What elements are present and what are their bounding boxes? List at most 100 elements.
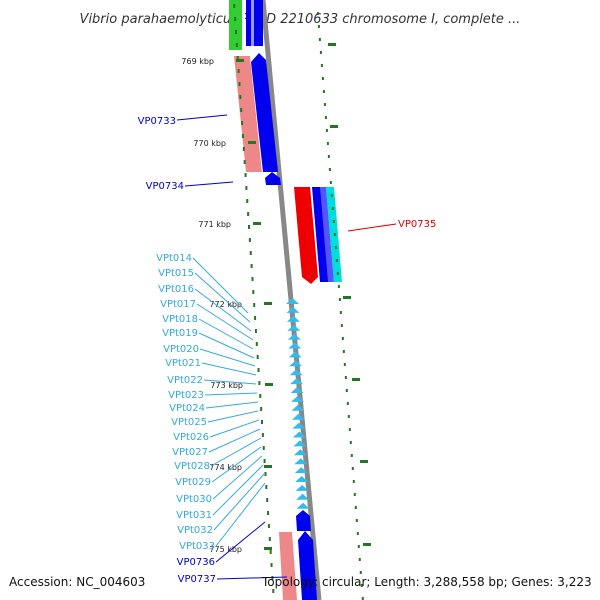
ruler-tick-dot <box>262 446 265 450</box>
ruler-tick-dot <box>350 454 353 457</box>
ruler-tick-dot <box>335 259 338 262</box>
ruler-tick-dot <box>323 103 326 106</box>
ruler-tick-dot <box>336 272 339 275</box>
ruler-tick-dot <box>271 576 274 580</box>
ruler-tick-dot <box>345 389 348 392</box>
gene-leader-line <box>208 428 261 453</box>
ruler-tick-dot <box>254 316 257 320</box>
ruler-tick-dot <box>233 4 236 8</box>
trna-marker <box>291 413 305 420</box>
ruler-tick-dot <box>320 64 323 67</box>
ruler-tick-dot <box>339 311 342 314</box>
ruler-major-tick <box>328 43 336 46</box>
ruler-tick-dot <box>248 225 250 229</box>
ruler-label: 775 kbp <box>209 545 242 554</box>
ruler-tick-dot <box>260 407 263 411</box>
gene-label: VPt020 <box>163 344 199 355</box>
trna-marker <box>289 360 303 367</box>
gene-leader-line <box>198 318 254 350</box>
ruler-tick-dot <box>361 597 364 600</box>
gene-label: VP0734 <box>146 181 184 192</box>
ruler-tick-dot <box>329 181 332 184</box>
gene-label: VPt031 <box>176 510 212 521</box>
ruler-tick-dot <box>243 160 246 164</box>
ruler-label: 772 kbp <box>209 300 242 309</box>
ruler-label: 770 kbp <box>193 139 226 148</box>
ruler-tick-dot <box>354 506 357 509</box>
gene-label: VPt015 <box>158 268 194 279</box>
ruler-tick-dot <box>344 376 347 379</box>
ruler-tick-dot <box>324 116 327 119</box>
gene-leader-line <box>198 332 255 359</box>
ruler-tick-dot <box>321 77 324 80</box>
gene-label: VPt014 <box>156 253 192 264</box>
gene-leader-line <box>347 223 397 232</box>
gene-label: VPt029 <box>175 477 211 488</box>
trna-marker <box>288 351 302 358</box>
ruler-tick-dot <box>358 558 361 561</box>
ruler-tick-dot <box>355 519 358 522</box>
gene-label: VPt028 <box>174 461 210 472</box>
gene-label: VPt032 <box>177 525 213 536</box>
ruler-major-tick <box>265 383 273 386</box>
ruler-tick-dot <box>360 584 363 587</box>
gene-label: VP0735 <box>398 219 436 230</box>
ruler-tick-dot <box>236 56 239 60</box>
accession-text: Accession: NC_004603 <box>9 575 145 589</box>
ruler-tick-dot <box>244 173 247 177</box>
ruler-tick-dot <box>337 285 340 288</box>
ruler-tick-dot <box>261 420 263 424</box>
ruler-tick-dot <box>252 290 255 294</box>
ruler-major-tick <box>264 465 272 468</box>
ruler-tick-dot <box>333 233 336 236</box>
trna-marker <box>293 449 307 456</box>
ruler-tick-dot <box>269 550 272 554</box>
ruler-tick-dot <box>247 212 250 216</box>
ruler-tick-dot <box>263 459 266 463</box>
gene-label: VPt024 <box>169 403 205 414</box>
ruler-tick-dot <box>267 524 270 528</box>
gene-leader-line <box>205 401 259 409</box>
gene-block <box>320 187 334 282</box>
trna-marker <box>294 458 308 465</box>
gene-label: VPt023 <box>168 390 204 401</box>
ruler-tick-dot <box>241 134 244 138</box>
trna-marker <box>290 387 304 393</box>
ruler-tick-dot <box>318 38 321 41</box>
ruler-tick-dot <box>253 303 256 307</box>
ruler-label: 771 kbp <box>198 220 231 229</box>
ruler-tick-dot <box>352 480 355 483</box>
gene-leader-line <box>204 392 258 396</box>
gene-label: VP0737 <box>178 574 216 585</box>
ruler-tick-dot <box>270 563 273 567</box>
map-title: Vibrio parahaemolyticus RIMD 2210633 chr… <box>80 12 521 27</box>
ruler-tick-dot <box>235 43 238 47</box>
ruler-tick-dot <box>266 498 269 502</box>
trna-marker <box>291 395 305 402</box>
feature-tracks <box>229 0 364 600</box>
gene-label: VPt026 <box>173 432 209 443</box>
ruler-labels: 769 kbp 770 kbp 771 kbp 772 kbp 773 kbp 774 k… <box>181 43 371 554</box>
trna-marker <box>295 476 309 482</box>
ruler-major-tick <box>253 222 261 225</box>
gene-vp0737-shape <box>298 531 317 600</box>
trna-marker <box>296 493 310 500</box>
gene-label: VPt018 <box>162 314 198 325</box>
ruler-tick-dot <box>316 12 319 15</box>
gene-label: VPt033 <box>179 541 215 552</box>
ruler-major-tick <box>363 543 371 546</box>
ruler-tick-dot <box>257 368 260 372</box>
gene-label: VP0736 <box>177 557 215 568</box>
gene-label: VP0733 <box>138 116 176 127</box>
gene-block <box>312 187 330 282</box>
gene-leader-line <box>212 464 264 516</box>
gc-skew-block <box>279 532 297 600</box>
gene-leader-line <box>203 379 257 385</box>
ruler-tick-dot <box>338 298 341 301</box>
trna-marker <box>287 333 301 340</box>
ruler-tick-dot <box>349 441 352 444</box>
gene-leader-line <box>209 419 260 438</box>
ruler-tick-dot <box>234 17 237 21</box>
trna-marker <box>292 422 306 429</box>
